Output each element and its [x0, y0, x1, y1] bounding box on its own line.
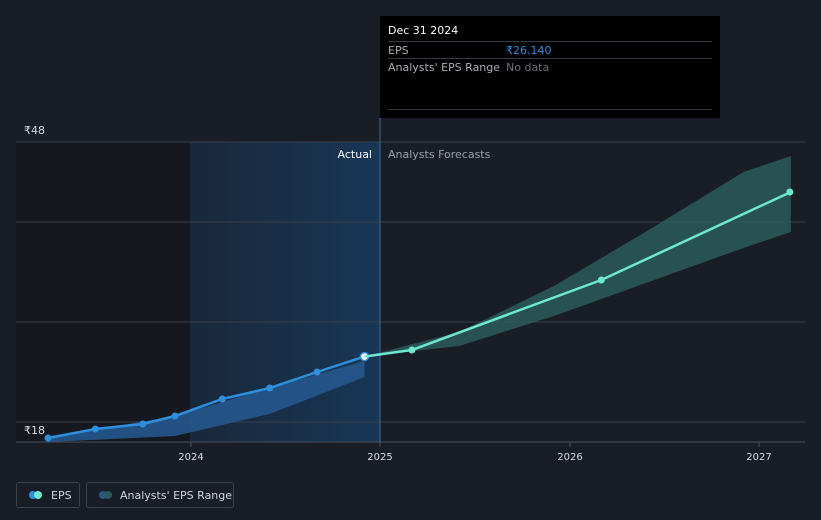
eps-point-actual-4 — [218, 395, 226, 403]
y-tick-max: ₹48 — [24, 124, 45, 137]
legend-range[interactable]: Analysts' EPS Range — [86, 482, 234, 508]
eps-point-actual-5 — [266, 384, 274, 392]
past-shade — [16, 142, 190, 442]
eps-point-forecast-3 — [786, 188, 794, 196]
eps-legend-icon — [29, 491, 37, 499]
x-tick-2026: 2026 — [557, 452, 582, 463]
eps-line-forecast — [364, 190, 792, 358]
eps-point-actual-0 — [44, 434, 52, 442]
range-legend-icon-forecast — [104, 491, 112, 499]
tooltip-eps-label: EPS — [388, 44, 409, 57]
legend-eps[interactable]: EPS — [16, 482, 80, 508]
eps-point-actual-2 — [139, 420, 147, 428]
tooltip-eps-row: EPS ₹26.140 — [388, 41, 712, 59]
eps-legend-icon-forecast — [34, 491, 42, 499]
eps-point-actual-3 — [171, 412, 179, 420]
eps-point-actual-1 — [91, 425, 99, 433]
tooltip-eps-value: ₹26.140 — [506, 44, 552, 57]
tooltip: Dec 31 2024 EPS ₹26.140 Analysts' EPS Ra… — [380, 16, 720, 118]
eps-point-forecast-2 — [597, 276, 605, 284]
legend-eps-label: EPS — [51, 489, 72, 502]
range-legend-icon — [99, 491, 107, 499]
forecast-label: Analysts Forecasts — [388, 148, 491, 161]
range-band-actual — [48, 361, 365, 442]
x-tick-2025: 2025 — [367, 452, 392, 463]
actual-label: Actual — [338, 148, 372, 161]
tooltip-date: Dec 31 2024 — [388, 24, 459, 37]
eps-line-actual — [47, 355, 365, 440]
x-tick-2024: 2024 — [178, 452, 203, 463]
y-tick-min: ₹18 — [24, 424, 45, 437]
tooltip-range-row: Analysts' EPS Range No data — [388, 58, 712, 76]
eps-point-actual-6 — [313, 368, 321, 376]
tooltip-range-value: No data — [506, 61, 550, 74]
x-tick-2027: 2027 — [746, 452, 771, 463]
tooltip-divider — [388, 109, 712, 110]
range-band-forecast — [364, 156, 791, 357]
legend-range-label: Analysts' EPS Range — [120, 489, 233, 502]
eps-point-forecast-1 — [408, 346, 416, 354]
tooltip-range-label: Analysts' EPS Range — [388, 61, 501, 74]
